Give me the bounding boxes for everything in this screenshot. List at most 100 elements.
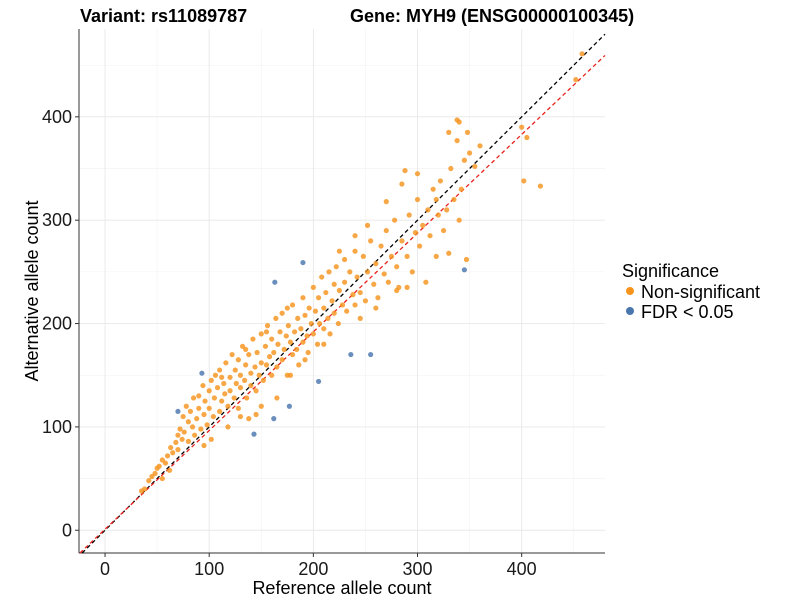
point-non-significant <box>440 227 447 234</box>
point-non-significant <box>258 360 264 366</box>
point-non-significant <box>378 243 384 249</box>
point-non-significant <box>225 424 231 430</box>
point-non-significant <box>394 287 400 294</box>
point-non-significant <box>350 292 356 298</box>
point-non-significant <box>223 360 229 366</box>
point-non-significant <box>284 305 290 311</box>
point-non-significant <box>289 351 296 358</box>
point-non-significant <box>256 372 262 378</box>
point-non-significant <box>167 467 173 473</box>
point-non-significant <box>399 238 405 244</box>
point-non-significant <box>437 178 444 184</box>
point-non-significant <box>274 364 280 370</box>
point-non-significant <box>412 230 419 236</box>
point-non-significant <box>248 370 254 376</box>
point-non-significant <box>283 333 289 339</box>
point-non-significant <box>292 329 298 335</box>
point-non-significant <box>275 341 281 347</box>
point-non-significant <box>454 138 460 144</box>
point-non-significant <box>260 377 266 384</box>
point-non-significant <box>217 408 223 415</box>
legend: Significance Non-significant FDR < 0.05 <box>622 261 760 322</box>
point-non-significant <box>190 395 197 401</box>
point-non-significant <box>279 357 285 363</box>
point-non-significant <box>146 478 152 484</box>
point-non-significant <box>464 129 471 135</box>
legend-label-fdr: FDR < 0.05 <box>641 302 734 322</box>
x-tick-label: 200 <box>298 559 328 579</box>
point-non-significant <box>425 207 431 213</box>
legend-item-non-significant: Non-significant <box>626 282 760 302</box>
point-non-significant <box>336 248 342 254</box>
point-non-significant <box>362 298 369 304</box>
point-non-significant <box>208 436 214 442</box>
point-non-significant <box>221 380 227 387</box>
point-non-significant <box>185 419 191 425</box>
point-non-significant <box>273 315 279 321</box>
point-non-significant <box>206 405 212 411</box>
axes <box>78 29 605 554</box>
point-non-significant <box>451 196 457 203</box>
point-non-significant <box>246 351 252 358</box>
point-non-significant <box>300 295 306 301</box>
point-non-significant <box>212 372 219 378</box>
point-non-significant <box>296 362 302 368</box>
point-non-significant <box>285 323 291 329</box>
point-non-significant <box>258 403 264 409</box>
point-non-significant <box>175 447 181 453</box>
point-non-significant <box>448 165 454 172</box>
point-non-significant <box>310 331 316 337</box>
point-non-significant <box>168 444 174 451</box>
point-non-significant <box>183 403 189 409</box>
point-non-significant <box>312 308 319 314</box>
point-non-significant <box>227 388 233 394</box>
point-non-significant <box>289 302 296 308</box>
legend-item-fdr: FDR < 0.05 <box>626 302 734 322</box>
point-non-significant <box>258 331 264 337</box>
point-non-significant <box>420 222 426 228</box>
point-non-significant <box>357 289 363 296</box>
point-non-significant <box>399 181 405 187</box>
point-non-significant <box>373 305 379 311</box>
point-non-significant <box>243 346 249 352</box>
point-non-significant <box>300 339 306 345</box>
point-fdr-0-05 <box>199 370 205 376</box>
point-non-significant <box>237 372 244 378</box>
point-non-significant <box>579 51 585 57</box>
point-non-significant <box>237 385 244 391</box>
point-non-significant <box>347 269 353 275</box>
point-non-significant <box>519 124 525 130</box>
point-fdr-0-05 <box>348 351 354 358</box>
point-non-significant <box>192 432 198 438</box>
point-non-significant <box>269 372 275 378</box>
point-non-significant <box>381 271 387 277</box>
point-non-significant <box>222 391 228 397</box>
point-non-significant <box>402 167 408 174</box>
y-tick-label: 400 <box>42 107 72 127</box>
point-non-significant <box>162 460 169 466</box>
x-axis-title: Reference allele count <box>252 578 431 598</box>
point-non-significant <box>198 426 204 432</box>
point-non-significant <box>235 405 241 411</box>
point-non-significant <box>416 243 423 249</box>
y-tick-label: 0 <box>62 520 72 540</box>
point-non-significant <box>201 442 207 449</box>
point-non-significant <box>177 426 183 432</box>
x-tick-label: 400 <box>507 559 537 579</box>
legend-swatch-non-significant <box>626 287 634 295</box>
point-non-significant <box>446 250 452 256</box>
point-non-significant <box>267 354 273 360</box>
point-non-significant <box>352 302 358 308</box>
point-non-significant <box>466 150 473 156</box>
point-non-significant <box>352 233 358 239</box>
point-non-significant <box>333 264 339 270</box>
point-non-significant <box>204 422 210 428</box>
point-non-significant <box>423 279 429 285</box>
point-non-significant <box>264 323 271 329</box>
point-non-significant <box>323 289 329 296</box>
point-non-significant <box>336 287 342 294</box>
point-non-significant <box>248 382 254 389</box>
point-non-significant <box>219 374 225 380</box>
point-non-significant <box>196 405 202 411</box>
legend-label-non-significant: Non-significant <box>641 282 760 302</box>
